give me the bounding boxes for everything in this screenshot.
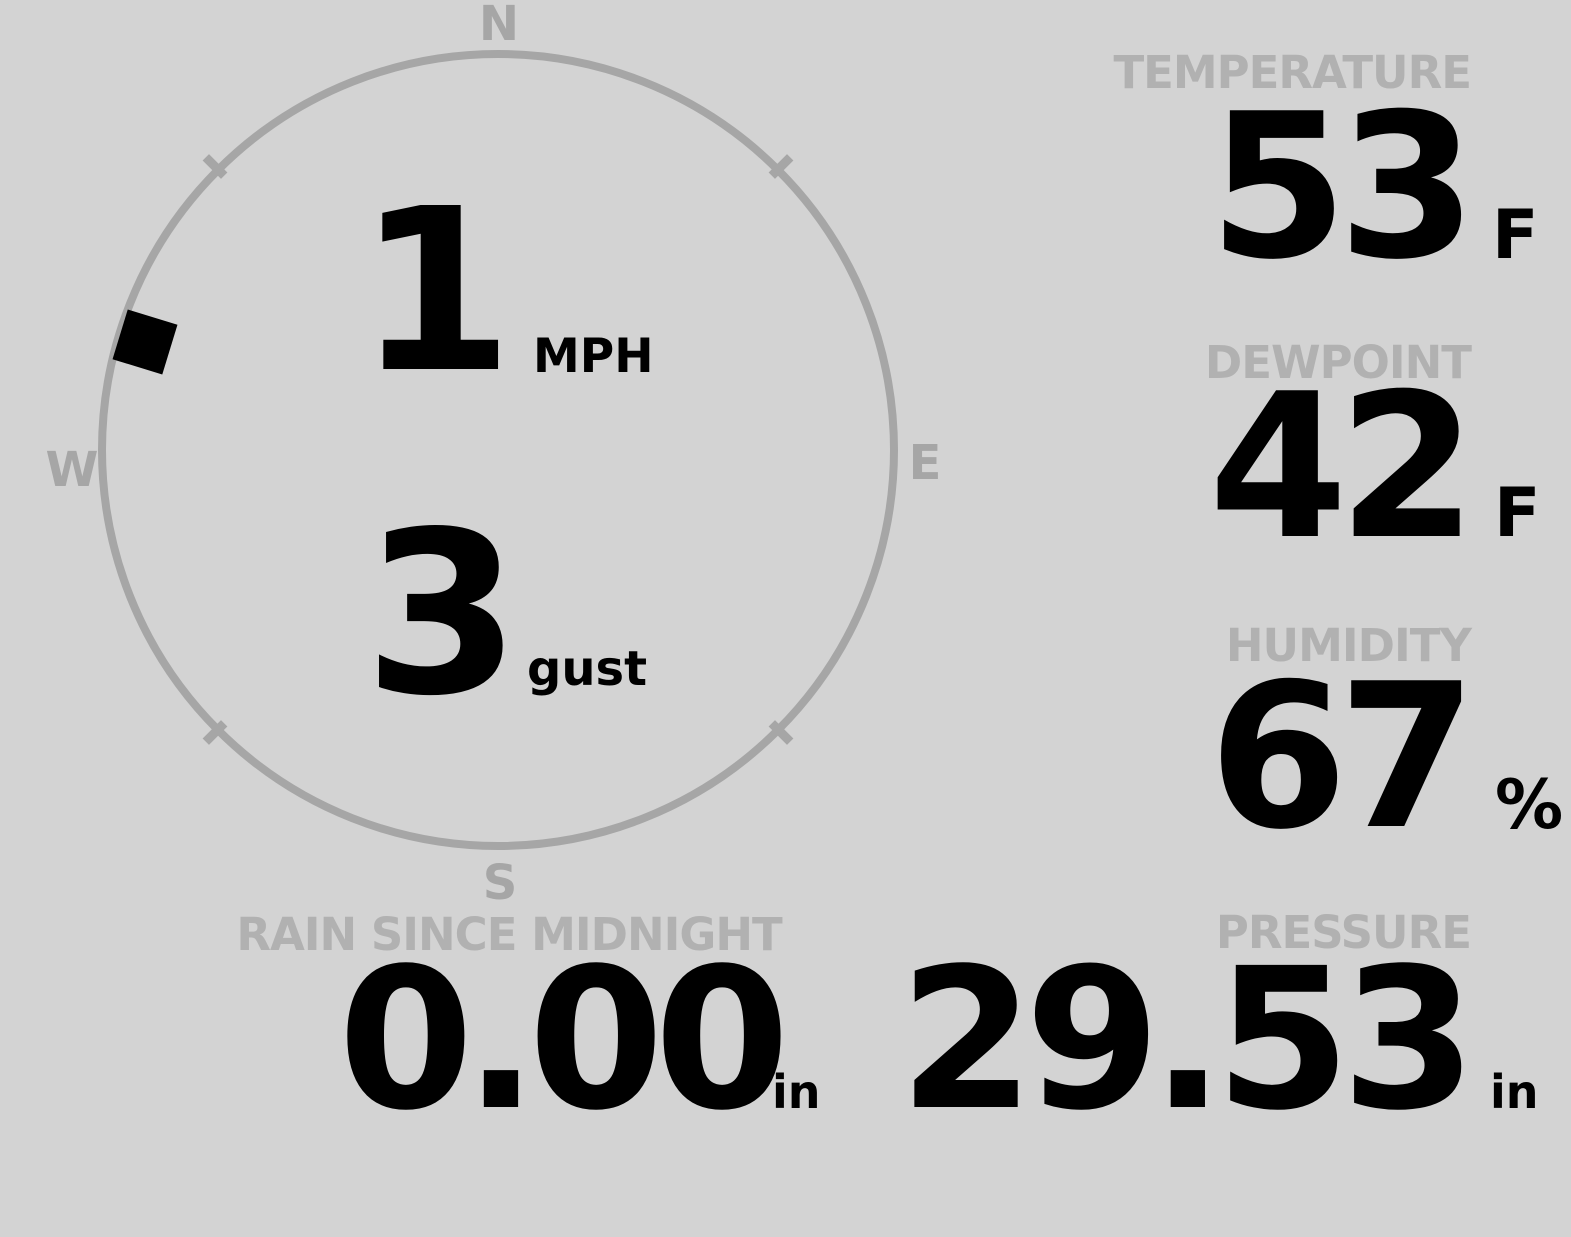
wind-speed-unit: MPH [533, 329, 654, 384]
compass-label-east: E [908, 435, 942, 491]
wind-gust-unit: gust [527, 641, 648, 697]
dewpoint-label: DEWPOINT [1204, 336, 1472, 389]
rain-unit: in [772, 1065, 821, 1119]
compass-circle-icon [98, 50, 898, 850]
dewpoint-value: 42 [1208, 351, 1477, 584]
compass-label-north: N [478, 0, 520, 52]
temperature-label: TEMPERATURE [1113, 46, 1472, 99]
compass-label-south: S [482, 855, 518, 911]
rain-value: 0.00 [338, 926, 790, 1153]
humidity-label: HUMIDITY [1225, 619, 1472, 672]
pressure-value: 29.53 [898, 926, 1477, 1153]
rain-label: RAIN SINCE MIDNIGHT [236, 908, 782, 961]
temperature-value: 53 [1208, 71, 1477, 304]
wind-speed-value: 1 [356, 161, 514, 423]
wind-gust-value: 3 [363, 484, 521, 746]
pressure-label: PRESSURE [1215, 906, 1472, 959]
pressure-unit: in [1490, 1065, 1539, 1119]
dewpoint-unit: F [1494, 474, 1541, 553]
compass-label-west: W [45, 442, 99, 498]
humidity-unit: % [1495, 766, 1564, 845]
humidity-value: 67 [1208, 641, 1477, 874]
temperature-unit: F [1492, 196, 1539, 275]
